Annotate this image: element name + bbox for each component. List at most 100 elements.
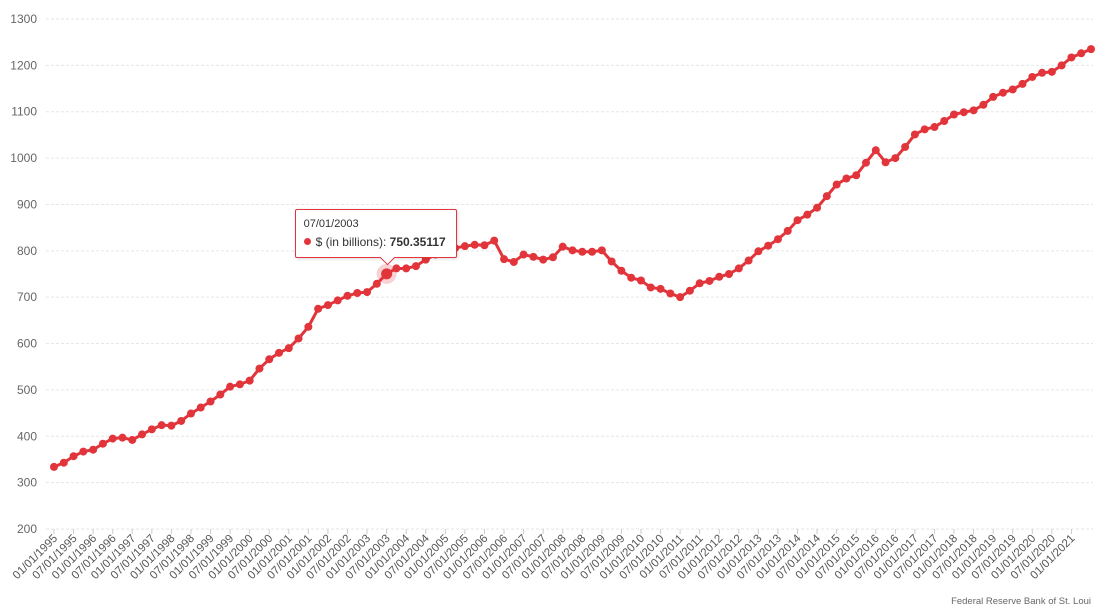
data-point[interactable]	[500, 255, 509, 264]
data-point[interactable]	[1047, 67, 1056, 76]
data-point[interactable]	[588, 247, 597, 256]
data-point[interactable]	[255, 364, 264, 373]
data-point[interactable]	[607, 257, 616, 266]
data-point[interactable]	[548, 253, 557, 262]
data-point[interactable]	[627, 273, 636, 282]
data-point[interactable]	[314, 304, 323, 313]
data-point[interactable]	[206, 397, 215, 406]
data-point[interactable]	[157, 421, 166, 430]
data-point[interactable]	[822, 192, 831, 201]
data-point[interactable]	[284, 344, 293, 353]
data-point[interactable]	[1087, 45, 1095, 54]
data-point[interactable]	[460, 242, 469, 251]
data-point[interactable]	[891, 154, 900, 163]
data-point[interactable]	[783, 226, 792, 235]
data-point[interactable]	[646, 283, 655, 292]
data-point[interactable]	[265, 355, 274, 364]
data-point[interactable]	[402, 264, 411, 273]
data-point[interactable]	[480, 241, 489, 250]
data-point[interactable]	[950, 110, 959, 119]
data-point[interactable]	[910, 130, 919, 139]
data-point[interactable]	[138, 430, 147, 439]
data-point[interactable]	[108, 434, 117, 443]
data-point[interactable]	[832, 180, 841, 189]
data-point[interactable]	[411, 262, 420, 271]
data-point[interactable]	[304, 322, 313, 331]
data-point[interactable]	[705, 276, 714, 285]
data-point[interactable]	[275, 348, 284, 357]
data-point[interactable]	[343, 291, 352, 300]
data-point[interactable]	[881, 158, 890, 167]
data-point[interactable]	[940, 117, 949, 125]
data-point[interactable]	[392, 264, 401, 273]
data-point[interactable]	[744, 256, 753, 265]
data-point[interactable]	[969, 106, 978, 115]
data-point[interactable]	[666, 289, 675, 298]
data-point[interactable]	[636, 276, 645, 285]
data-point[interactable]	[764, 241, 773, 250]
data-point[interactable]	[128, 435, 137, 444]
data-point[interactable]	[1067, 53, 1076, 62]
data-point[interactable]	[656, 284, 665, 293]
data-point[interactable]	[959, 108, 968, 117]
data-point[interactable]	[754, 247, 763, 256]
data-point[interactable]	[979, 100, 988, 109]
data-point[interactable]	[773, 235, 782, 244]
data-point[interactable]	[353, 289, 362, 298]
data-point[interactable]	[1018, 79, 1027, 88]
data-point[interactable]	[901, 142, 910, 151]
data-point[interactable]	[167, 421, 176, 430]
data-point[interactable]	[1038, 68, 1047, 77]
data-point[interactable]	[568, 246, 577, 255]
data-point[interactable]	[196, 403, 205, 412]
data-point[interactable]	[842, 174, 851, 183]
data-point[interactable]	[509, 257, 518, 266]
data-point[interactable]	[69, 452, 78, 461]
data-point[interactable]	[147, 425, 156, 434]
data-point-highlighted[interactable]	[381, 268, 393, 280]
data-point[interactable]	[519, 250, 528, 259]
data-point[interactable]	[245, 376, 254, 385]
data-point[interactable]	[803, 210, 812, 219]
data-point[interactable]	[226, 382, 235, 391]
data-point[interactable]	[186, 409, 195, 418]
data-point[interactable]	[715, 272, 724, 281]
data-point[interactable]	[177, 416, 186, 425]
data-point[interactable]	[734, 264, 743, 273]
data-point[interactable]	[50, 462, 58, 471]
data-point[interactable]	[852, 171, 861, 180]
data-point[interactable]	[1057, 61, 1066, 70]
data-point[interactable]	[617, 266, 626, 275]
data-point[interactable]	[676, 293, 685, 302]
data-point[interactable]	[89, 445, 98, 454]
data-point[interactable]	[813, 203, 822, 212]
data-point[interactable]	[372, 279, 381, 288]
data-point[interactable]	[871, 146, 880, 155]
data-point[interactable]	[79, 447, 88, 456]
chart-credit[interactable]: Federal Reserve Bank of St. Loui	[951, 596, 1091, 607]
data-point[interactable]	[920, 125, 929, 134]
data-point[interactable]	[539, 255, 548, 264]
data-point[interactable]	[333, 296, 342, 305]
data-point[interactable]	[323, 301, 332, 310]
data-point[interactable]	[558, 242, 567, 251]
data-point[interactable]	[930, 123, 939, 132]
data-point[interactable]	[294, 334, 303, 343]
data-point[interactable]	[59, 458, 68, 467]
data-point[interactable]	[695, 279, 704, 288]
data-point[interactable]	[861, 158, 870, 167]
data-point[interactable]	[118, 433, 127, 442]
data-point[interactable]	[490, 236, 499, 245]
data-point[interactable]	[529, 252, 538, 261]
data-point[interactable]	[363, 288, 372, 297]
data-point[interactable]	[597, 246, 606, 255]
data-point[interactable]	[725, 270, 734, 278]
data-point[interactable]	[989, 92, 998, 101]
data-point[interactable]	[998, 88, 1007, 97]
data-point[interactable]	[98, 439, 107, 448]
data-point[interactable]	[1077, 49, 1086, 58]
data-point[interactable]	[793, 216, 802, 225]
data-point[interactable]	[578, 247, 587, 256]
data-point[interactable]	[216, 390, 225, 399]
data-point[interactable]	[235, 380, 244, 389]
